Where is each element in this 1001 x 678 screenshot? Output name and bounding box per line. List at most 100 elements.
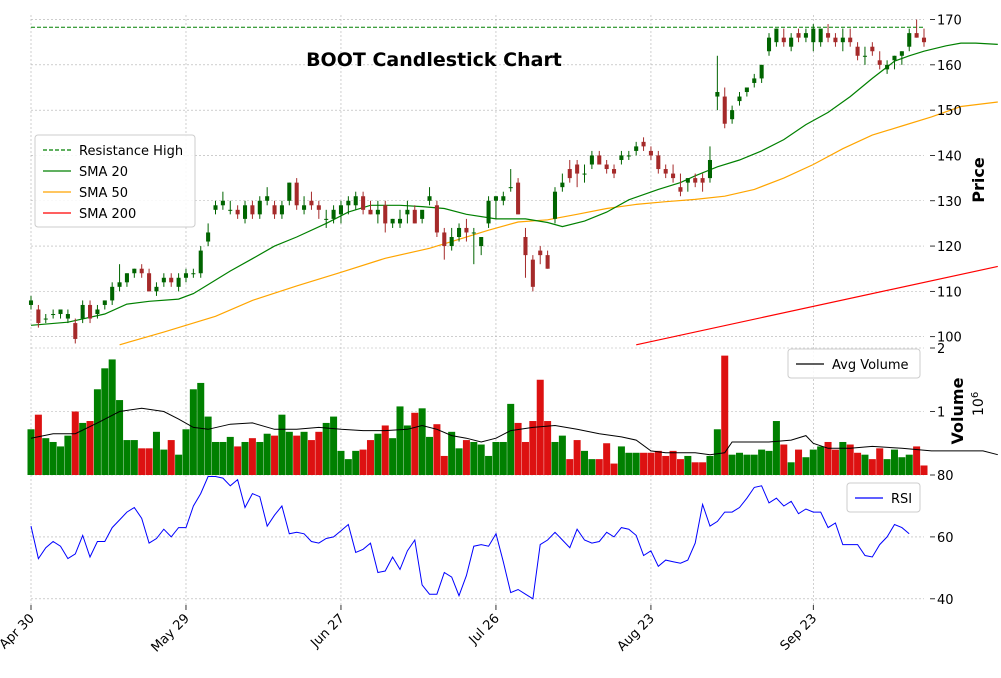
- volume-bar: [263, 433, 271, 475]
- rsi-legend: RSI: [846, 482, 921, 513]
- volume-bar: [300, 431, 308, 475]
- volume-bar: [271, 435, 279, 475]
- volume-bar: [521, 441, 529, 475]
- volume-exponent-label: 106: [970, 392, 987, 416]
- candle-body: [538, 250, 543, 256]
- volume-legend: Avg Volume: [787, 348, 921, 379]
- volume-bar: [86, 421, 94, 475]
- volume-bar: [861, 454, 869, 475]
- volume-bar: [256, 441, 264, 475]
- candle-body: [862, 55, 867, 57]
- volume-bar: [34, 414, 42, 475]
- volume-bar: [603, 443, 611, 475]
- candle-body: [353, 196, 358, 206]
- legend-label: Resistance High: [79, 144, 183, 159]
- candle-body: [737, 96, 742, 102]
- legend-label: Avg Volume: [832, 358, 909, 373]
- volume-bar: [248, 438, 256, 475]
- candle-body: [833, 37, 838, 43]
- grid-layer: [30, 15, 924, 605]
- candle-body: [899, 51, 904, 56]
- candle-body: [781, 37, 786, 43]
- price-axis-label: Price: [969, 157, 988, 203]
- candle-body: [663, 169, 668, 174]
- volume-bar: [868, 459, 876, 475]
- candle-body: [294, 182, 299, 206]
- candle-body: [560, 182, 565, 188]
- price-y-tick-label: 120: [937, 240, 962, 255]
- volume-bar: [817, 446, 825, 475]
- volume-bar: [566, 459, 574, 475]
- candle-body: [368, 209, 373, 215]
- candle-body: [575, 164, 580, 174]
- volume-bar: [669, 450, 677, 475]
- volume-bar: [307, 440, 315, 475]
- volume-bar: [507, 403, 515, 475]
- candle-body: [907, 33, 912, 47]
- candle-body: [604, 164, 609, 170]
- candle-body: [803, 33, 808, 38]
- volume-bar: [632, 452, 640, 475]
- x-tick-label: Sep 23: [778, 611, 821, 654]
- volume-bar: [130, 440, 138, 475]
- volume-bar: [278, 414, 286, 475]
- volume-bar: [890, 449, 898, 475]
- volume-bar: [536, 379, 544, 475]
- candle-body: [855, 46, 860, 56]
- candle-body: [324, 218, 329, 220]
- volume-bar: [898, 457, 906, 475]
- volume-bar: [544, 421, 552, 475]
- volume-bar: [529, 421, 537, 475]
- volume-bar: [787, 462, 795, 475]
- volume-axis-label: Volume: [948, 377, 967, 444]
- volume-bar: [492, 441, 500, 475]
- volume-bar: [485, 455, 493, 475]
- volume-bar: [93, 389, 101, 475]
- sma-50-line: [119, 101, 998, 346]
- price-legend: Resistance High SMA 20 SMA 50 SMA 200: [34, 134, 196, 228]
- candle-body: [877, 60, 882, 65]
- x-tick-label: Aug 23: [615, 611, 658, 654]
- candle-body: [582, 173, 587, 175]
- volume-bar: [883, 459, 891, 475]
- candle-body: [516, 182, 521, 215]
- volume-bar: [389, 438, 397, 475]
- x-tick-label: May 29: [149, 611, 193, 655]
- volume-bar: [101, 368, 109, 475]
- volume-bar: [433, 424, 441, 475]
- x-tick-label: Apr 30: [0, 611, 38, 652]
- candle-body: [80, 304, 85, 319]
- volume-bar: [662, 455, 670, 475]
- volume-bar: [470, 441, 478, 475]
- volume-legend-frame: [787, 348, 921, 379]
- volume-bar: [913, 446, 921, 475]
- candle-body: [715, 92, 720, 97]
- candle-body: [228, 209, 233, 211]
- candle-body: [634, 146, 639, 151]
- volume-bar: [514, 422, 522, 475]
- candle-body: [892, 55, 897, 61]
- volume-bar: [499, 441, 507, 475]
- avg-volume-line: [30, 407, 998, 456]
- candle-body: [552, 191, 558, 219]
- volume-bar: [116, 400, 124, 475]
- volume-bar: [765, 450, 773, 475]
- candle-body: [191, 273, 196, 275]
- volume-bar: [699, 462, 707, 475]
- volume-bar: [418, 408, 426, 475]
- candle-body: [722, 96, 727, 124]
- candle-body: [589, 155, 594, 165]
- x-tick-label: Jun 27: [307, 611, 347, 651]
- candle-body: [390, 218, 395, 224]
- candle-body: [338, 205, 343, 215]
- candle-body: [427, 196, 432, 201]
- volume-bar: [920, 465, 928, 475]
- volume-bar: [905, 454, 913, 475]
- candle-body: [58, 309, 63, 315]
- volume-bar: [204, 416, 212, 475]
- volume-bar: [57, 446, 65, 475]
- rsi-legend-frame: [846, 482, 921, 513]
- candle-body: [169, 277, 174, 283]
